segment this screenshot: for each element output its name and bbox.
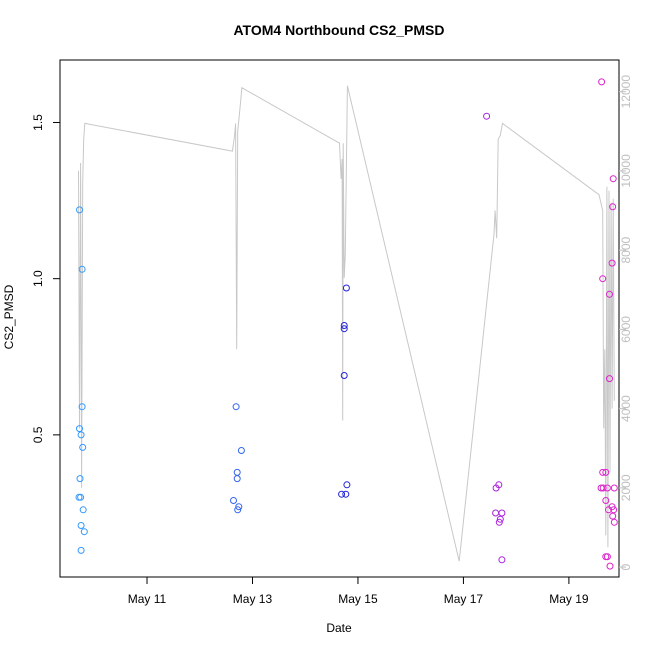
data-point	[232, 403, 240, 411]
data-point	[609, 175, 617, 183]
line-layer	[78, 85, 615, 562]
y2-tick-label: 12000	[619, 75, 633, 109]
data-point	[234, 506, 242, 514]
x-tick-label: May 11	[128, 592, 167, 606]
data-point	[342, 490, 350, 498]
data-point	[599, 275, 607, 283]
y2-tick-label: 0	[619, 563, 633, 570]
data-point	[340, 372, 348, 379]
data-point	[233, 475, 241, 483]
y2-tick-label: 6000	[619, 316, 633, 343]
data-point	[606, 290, 613, 298]
y2-axis: 0 2000 4000 6000 8000 10000 12000	[619, 75, 633, 570]
data-point	[609, 512, 617, 520]
data-point	[495, 518, 503, 526]
data-point	[338, 490, 346, 498]
data-point	[492, 509, 500, 517]
points-layer	[75, 78, 618, 570]
y2-tick-label: 4000	[619, 395, 633, 422]
data-point	[602, 468, 610, 476]
data-point	[610, 484, 618, 492]
data-point	[340, 325, 348, 333]
data-point	[606, 562, 614, 570]
data-point	[79, 443, 87, 451]
data-point	[77, 431, 85, 439]
data-point	[340, 322, 348, 329]
data-point	[233, 468, 241, 476]
data-point	[605, 506, 612, 514]
data-point	[498, 509, 506, 517]
y-tick-label: 0.5	[31, 426, 45, 443]
data-point	[610, 518, 618, 526]
x-tick-label: May 19	[549, 592, 589, 606]
y2-tick-label: 8000	[619, 236, 633, 263]
series-line	[78, 85, 615, 562]
x-axis: May 11 May 13 May 15 May 17 May 19	[128, 577, 589, 606]
data-point	[76, 475, 84, 483]
data-point	[342, 284, 350, 292]
y-axis: 0.5 1.0 1.5	[31, 114, 60, 443]
data-point	[235, 503, 243, 511]
data-point	[77, 522, 85, 529]
x-tick-label: May 15	[338, 592, 378, 606]
data-point	[602, 497, 610, 504]
x-tick-label: May 17	[444, 592, 484, 606]
data-point	[603, 484, 611, 492]
data-point	[603, 553, 611, 561]
data-point	[599, 484, 607, 492]
y-axis-label: CS2_PMSD	[2, 284, 16, 349]
y2-tick-label: 2000	[619, 474, 633, 501]
chart-title: ATOM4 Northbound CS2_PMSD	[233, 22, 444, 38]
data-point	[606, 375, 613, 383]
data-point	[80, 528, 88, 536]
data-point	[78, 265, 86, 273]
data-point	[609, 203, 617, 211]
data-point	[237, 447, 245, 454]
data-point	[76, 425, 83, 433]
data-point	[79, 506, 87, 514]
data-point	[230, 497, 237, 504]
data-point	[599, 468, 607, 476]
data-point	[78, 403, 86, 411]
data-point	[496, 515, 504, 523]
data-point	[77, 493, 85, 501]
y-tick-label: 1.5	[31, 114, 45, 131]
data-point	[498, 556, 506, 564]
data-point	[608, 259, 616, 267]
data-point	[492, 484, 500, 492]
data-point	[77, 546, 85, 554]
data-point	[598, 78, 606, 86]
data-point	[343, 481, 351, 489]
data-point	[483, 112, 491, 120]
y2-tick-label: 10000	[619, 154, 633, 188]
x-axis-label: Date	[326, 621, 352, 635]
y-tick-label: 1.0	[31, 270, 45, 287]
x-tick-label: May 13	[233, 592, 273, 606]
plot-frame	[59, 59, 620, 578]
data-point	[76, 206, 83, 214]
